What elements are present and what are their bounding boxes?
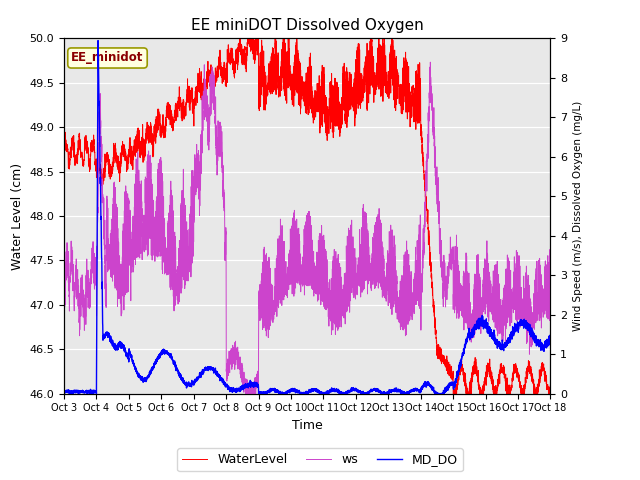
Line: ws: ws	[64, 62, 550, 394]
Y-axis label: Water Level (cm): Water Level (cm)	[11, 162, 24, 270]
ws	[242, 391, 250, 396]
WaterLevel	[449, 391, 457, 396]
WaterLevel	[289, 91, 296, 96]
Legend: WaterLevel, ws, MD_DO: WaterLevel, ws, MD_DO	[177, 448, 463, 471]
WaterLevel	[546, 391, 554, 396]
ws	[389, 249, 397, 254]
ws	[289, 273, 296, 278]
Y-axis label: Wind Speed (m/s), Dissolved Oxygen (mg/L): Wind Speed (m/s), Dissolved Oxygen (mg/L…	[573, 101, 583, 331]
WaterLevel	[547, 386, 554, 392]
WaterLevel	[416, 76, 424, 82]
WaterLevel	[444, 364, 451, 370]
Line: WaterLevel: WaterLevel	[64, 34, 550, 394]
MD_DO	[444, 383, 451, 389]
MD_DO	[416, 389, 424, 395]
X-axis label: Time: Time	[292, 419, 323, 432]
MD_DO	[389, 387, 397, 393]
MD_DO	[546, 335, 554, 341]
Text: EE_minidot: EE_minidot	[71, 51, 143, 64]
MD_DO	[67, 391, 75, 396]
ws	[426, 60, 434, 65]
MD_DO	[547, 335, 554, 341]
Line: MD_DO: MD_DO	[64, 41, 550, 394]
WaterLevel	[389, 37, 397, 43]
MD_DO	[60, 388, 68, 394]
Title: EE miniDOT Dissolved Oxygen: EE miniDOT Dissolved Oxygen	[191, 18, 424, 33]
MD_DO	[148, 367, 156, 373]
WaterLevel	[148, 126, 156, 132]
MD_DO	[289, 387, 296, 393]
ws	[60, 307, 68, 313]
MD_DO	[94, 38, 102, 44]
ws	[444, 276, 451, 281]
ws	[547, 305, 554, 311]
WaterLevel	[60, 148, 68, 154]
ws	[546, 271, 554, 276]
WaterLevel	[245, 31, 253, 37]
ws	[416, 226, 424, 232]
ws	[148, 177, 156, 183]
